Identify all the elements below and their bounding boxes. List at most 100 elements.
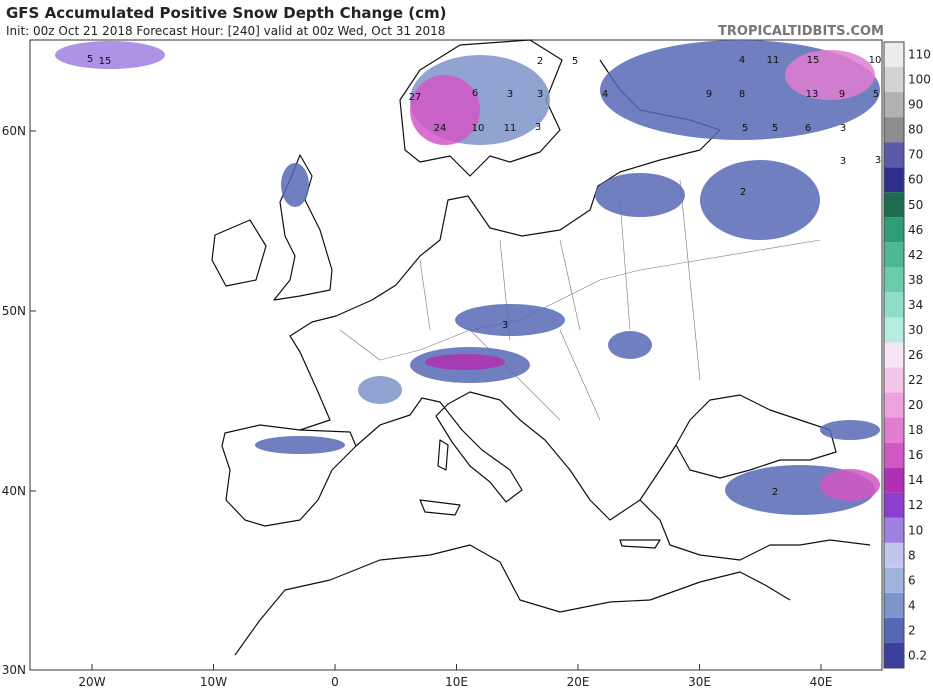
colorbar-label: 18 — [908, 423, 923, 437]
colorbar-swatch — [884, 417, 904, 443]
snow-label: 5 — [772, 123, 778, 134]
colorbar-swatch — [884, 142, 904, 168]
colorbar-label: 34 — [908, 298, 923, 312]
black-sea — [675, 394, 837, 479]
lon-label: 20E — [567, 675, 590, 689]
snow-label: 3 — [535, 122, 541, 133]
snow-label: 4 — [602, 89, 608, 100]
colorbar-swatch — [884, 642, 904, 668]
lon-label: 0 — [331, 675, 339, 689]
colorbar-swatch — [884, 467, 904, 493]
colorbar-swatch — [884, 117, 904, 143]
snow-label: 10 — [472, 123, 485, 134]
mediterranean-north — [355, 391, 677, 521]
colorbar-label: 12 — [908, 498, 923, 512]
lat-label: 30N — [2, 663, 26, 677]
colorbar-swatch — [884, 67, 904, 93]
colorbar-label: 100 — [908, 73, 931, 87]
colorbar-swatch — [884, 242, 904, 268]
colorbar-swatch — [884, 592, 904, 618]
colorbar-swatch — [884, 167, 904, 193]
colorbar-label: 8 — [908, 548, 916, 562]
colorbar-label: 10 — [908, 523, 923, 537]
snow-label: 8 — [739, 89, 745, 100]
snow-label: 3 — [502, 320, 508, 331]
snow-label: 3 — [537, 89, 543, 100]
colorbar-swatch — [884, 217, 904, 243]
snow-label: 2 — [537, 56, 543, 67]
colorbar-label: 38 — [908, 273, 923, 287]
colorbar-label: 0.2 — [908, 648, 927, 662]
colorbar-label: 110 — [908, 48, 931, 62]
lat-label: 60N — [2, 124, 26, 138]
snow-area — [358, 376, 402, 404]
colorbar-frame — [883, 41, 905, 669]
snow-area — [595, 173, 685, 217]
snow-label: 3 — [875, 155, 881, 166]
snow-label: 24 — [434, 123, 447, 134]
colorbar-label: 50 — [908, 198, 923, 212]
turkey — [639, 499, 871, 561]
lon-label: 30E — [688, 675, 711, 689]
colorbar-label: 2 — [908, 623, 916, 637]
snow-label: 9 — [706, 89, 712, 100]
lon-label: 10E — [445, 675, 468, 689]
snow-label: 9 — [839, 89, 845, 100]
ireland — [211, 219, 267, 287]
colorbar-swatch — [884, 367, 904, 393]
snow-label: 15 — [99, 56, 112, 67]
colorbar-swatch — [884, 342, 904, 368]
snow-label: 27 — [409, 92, 422, 103]
colorbar-swatch — [884, 517, 904, 543]
snow-area — [255, 436, 345, 454]
colorbar-label: 4 — [908, 598, 916, 612]
snow-label: 2 — [772, 487, 778, 498]
title: GFS Accumulated Positive Snow Depth Chan… — [6, 4, 447, 22]
snow-label: 3 — [507, 89, 513, 100]
colorbar-label: 22 — [908, 373, 923, 387]
colorbar-swatch — [884, 617, 904, 643]
colorbar-label: 90 — [908, 98, 923, 112]
colorbar-label: 30 — [908, 323, 923, 337]
colorbar-swatch — [884, 492, 904, 518]
snow-label: 15 — [807, 55, 820, 66]
colorbar-swatch — [884, 267, 904, 293]
snow-label: 5 — [572, 56, 578, 67]
snow-label: 13 — [806, 89, 819, 100]
snow-label: 11 — [504, 123, 517, 134]
snow-label: 11 — [767, 55, 780, 66]
snow-label: 3 — [840, 123, 846, 134]
snow-area — [820, 420, 880, 440]
subtitle: Init: 00z Oct 21 2018 Forecast Hour: [24… — [6, 24, 445, 38]
snow-label: 4 — [739, 55, 745, 66]
colorbar-label: 60 — [908, 173, 923, 187]
snow-area — [700, 160, 820, 240]
borders — [339, 179, 821, 421]
islands — [419, 439, 661, 549]
snow-label: 5 — [873, 89, 879, 100]
lat-label: 50N — [2, 304, 26, 318]
snow-area — [410, 75, 480, 145]
africa — [234, 544, 791, 656]
colorbar-label: 42 — [908, 248, 923, 262]
colorbar-swatch — [884, 92, 904, 118]
colorbar-label: 14 — [908, 473, 923, 487]
colorbar-label: 70 — [908, 148, 923, 162]
snow-label: 10 — [869, 55, 882, 66]
colorbar-swatch — [884, 567, 904, 593]
colorbar-label: 80 — [908, 123, 923, 137]
lon-label: 40E — [810, 675, 833, 689]
britain — [273, 154, 333, 301]
snow-areas — [55, 40, 880, 515]
colorbar-label: 46 — [908, 223, 923, 237]
colorbar-swatch — [884, 392, 904, 418]
snow-label: 6 — [805, 123, 811, 134]
snow-label: 5 — [87, 54, 93, 65]
iberia — [221, 424, 357, 527]
colorbar-label: 26 — [908, 348, 923, 362]
colorbar-swatch — [884, 292, 904, 318]
snow-area — [455, 304, 565, 336]
snow-label: 6 — [472, 88, 478, 99]
snow-area — [820, 469, 880, 501]
